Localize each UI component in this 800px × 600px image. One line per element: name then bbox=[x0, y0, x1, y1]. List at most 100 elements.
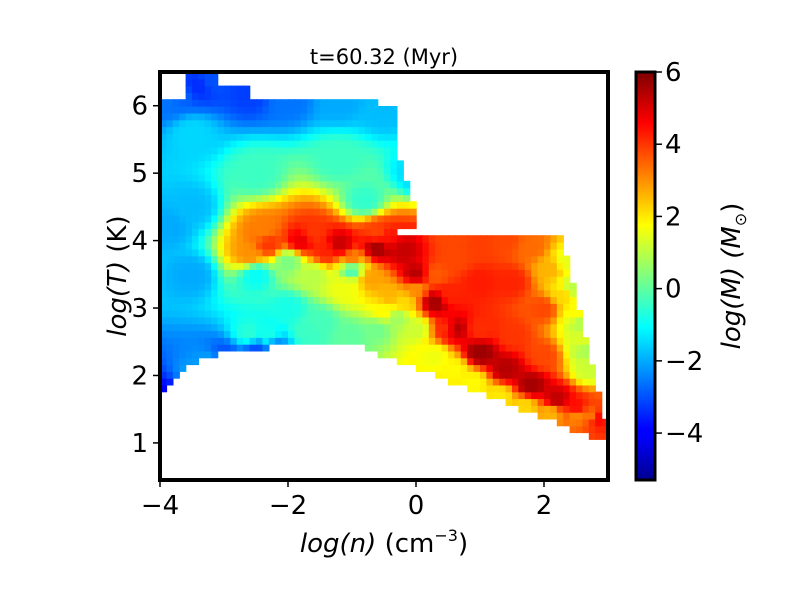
heatmap-cell bbox=[217, 316, 225, 325]
heatmap-cell bbox=[339, 337, 347, 345]
heatmap-cell bbox=[160, 316, 168, 325]
heatmap-cell bbox=[537, 262, 545, 270]
heatmap-cell bbox=[307, 140, 315, 148]
heatmap-cell bbox=[172, 160, 180, 168]
heatmap-cell bbox=[544, 412, 552, 420]
heatmap-cell bbox=[262, 330, 270, 338]
heatmap-cell bbox=[268, 153, 276, 162]
heatmap-cell bbox=[588, 425, 596, 434]
heatmap-cell bbox=[416, 344, 424, 352]
heatmap-cell bbox=[185, 357, 193, 366]
heatmap-cell bbox=[268, 276, 276, 284]
heatmap-cell bbox=[352, 187, 360, 196]
heatmap-cell bbox=[409, 221, 417, 230]
heatmap-cell bbox=[172, 296, 180, 304]
heatmap-cell bbox=[262, 228, 270, 236]
heatmap-cell bbox=[435, 344, 443, 352]
heatmap-cell bbox=[390, 160, 398, 168]
heatmap-cell bbox=[262, 174, 270, 182]
heatmap-cell bbox=[563, 269, 571, 277]
heatmap-cell bbox=[179, 296, 187, 304]
heatmap-cell bbox=[249, 344, 257, 352]
heatmap-cell bbox=[537, 398, 545, 406]
heatmap-cell bbox=[403, 221, 411, 230]
heatmap-cell bbox=[313, 255, 321, 264]
heatmap-cell bbox=[268, 214, 276, 223]
heatmap-cell bbox=[544, 391, 552, 400]
heatmap-cell bbox=[518, 316, 526, 325]
heatmap-cell bbox=[185, 255, 193, 264]
heatmap-cell bbox=[288, 316, 296, 325]
heatmap-cell bbox=[300, 180, 308, 189]
heatmap-cell bbox=[377, 350, 385, 359]
heatmap-cell bbox=[294, 228, 302, 236]
heatmap-cell bbox=[230, 289, 238, 298]
heatmap-cell bbox=[358, 303, 366, 311]
heatmap-cell bbox=[512, 350, 520, 359]
heatmap-cell bbox=[224, 208, 232, 216]
heatmap-cell bbox=[364, 242, 372, 250]
heatmap-cell bbox=[204, 316, 212, 325]
heatmap-cell bbox=[448, 303, 456, 311]
heatmap-cell bbox=[460, 330, 468, 338]
heatmap-cell bbox=[160, 384, 168, 393]
heatmap-cell bbox=[339, 174, 347, 182]
heatmap-cell bbox=[518, 323, 526, 332]
heatmap-cell bbox=[377, 337, 385, 345]
heatmap-cell bbox=[416, 235, 424, 243]
heatmap-cell bbox=[230, 92, 238, 100]
heatmap-cell bbox=[550, 269, 558, 277]
heatmap-cell bbox=[307, 235, 315, 243]
heatmap-cell bbox=[179, 330, 187, 338]
heatmap-cell bbox=[179, 242, 187, 250]
heatmap-cell bbox=[339, 228, 347, 236]
heatmap-cell bbox=[243, 269, 251, 277]
heatmap-cell bbox=[358, 214, 366, 223]
heatmap-cell bbox=[236, 248, 244, 257]
heatmap-cell bbox=[505, 303, 513, 311]
heatmap-cell bbox=[358, 235, 366, 243]
heatmap-cell bbox=[198, 174, 206, 182]
heatmap-cell bbox=[492, 391, 500, 400]
heatmap-cell bbox=[364, 214, 372, 223]
heatmap-cell bbox=[198, 303, 206, 311]
heatmap-cell bbox=[281, 201, 289, 209]
heatmap-cell bbox=[512, 235, 520, 243]
heatmap-cell bbox=[377, 228, 385, 236]
heatmap-cell bbox=[460, 262, 468, 270]
heatmap-cell bbox=[320, 296, 328, 304]
heatmap-cell bbox=[364, 106, 372, 114]
heatmap-cell bbox=[185, 126, 193, 134]
heatmap-cell bbox=[563, 350, 571, 359]
heatmap-cell bbox=[467, 289, 475, 298]
heatmap-cell bbox=[492, 371, 500, 379]
heatmap-cell bbox=[403, 282, 411, 291]
heatmap-cell bbox=[332, 153, 340, 162]
heatmap-cell bbox=[300, 242, 308, 250]
heatmap-cell bbox=[595, 425, 603, 434]
heatmap-cell bbox=[192, 99, 200, 107]
heatmap-cell bbox=[435, 316, 443, 325]
heatmap-cell bbox=[198, 350, 206, 359]
heatmap-cell bbox=[320, 289, 328, 298]
heatmap-cell bbox=[288, 289, 296, 298]
heatmap-cell bbox=[518, 235, 526, 243]
heatmap-cell bbox=[185, 323, 193, 332]
heatmap-cell bbox=[358, 282, 366, 291]
heatmap-cell bbox=[576, 405, 584, 413]
heatmap-cell bbox=[192, 72, 200, 80]
heatmap-cell bbox=[313, 174, 321, 182]
heatmap-cell bbox=[505, 269, 513, 277]
heatmap-cell bbox=[486, 378, 494, 386]
heatmap-cell bbox=[185, 72, 193, 80]
heatmap-cell bbox=[390, 146, 398, 155]
heatmap-cell bbox=[409, 201, 417, 209]
heatmap-cell bbox=[531, 357, 539, 366]
heatmap-cell bbox=[576, 350, 584, 359]
heatmap-cell bbox=[396, 208, 404, 216]
heatmap-cell bbox=[256, 296, 264, 304]
heatmap-cell bbox=[320, 255, 328, 264]
heatmap-cell bbox=[294, 248, 302, 257]
